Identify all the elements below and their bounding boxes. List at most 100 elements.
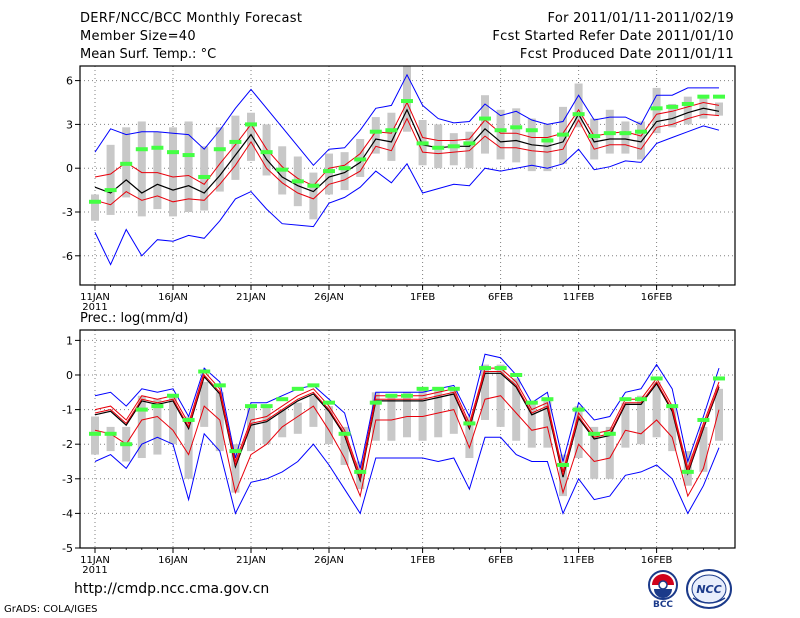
observed-mark [120, 442, 133, 447]
series-max-line [94, 353, 720, 469]
x-tick-label: 11JAN [80, 292, 110, 303]
observed-mark [385, 393, 398, 398]
ensemble-box [574, 406, 583, 459]
ensemble-box [668, 103, 677, 128]
x-tick-label: 11JAN [80, 555, 110, 566]
observed-mark [229, 139, 242, 144]
series-min-line [94, 125, 720, 266]
prec-panel-title: Prec.: log(mm/d) [80, 311, 189, 326]
ensemble-box [325, 406, 333, 445]
y-tick-label: 3 [66, 118, 73, 131]
observed-mark [557, 462, 569, 467]
observed-mark [463, 421, 476, 426]
x-tick-label: 26JAN [314, 292, 344, 303]
ensemble-box [449, 388, 458, 434]
ensemble-box [699, 95, 708, 119]
observed-mark [260, 150, 273, 155]
observed-mark [713, 376, 725, 381]
ensemble-box [169, 395, 177, 445]
x-tick-label: 6FEB [488, 555, 513, 566]
y-tick-label: -3 [62, 473, 73, 486]
observed-mark [681, 469, 694, 474]
ensemble-box [403, 66, 411, 132]
observed-mark [432, 386, 445, 391]
observed-mark [635, 397, 647, 402]
ensemble-box [200, 381, 209, 427]
observed-mark [151, 145, 164, 150]
ensemble-box [371, 392, 380, 441]
x-tick-label: 1FEB [410, 292, 435, 303]
ensemble-box [91, 194, 99, 221]
ensemble-box [387, 112, 396, 161]
series-lower-line [94, 395, 720, 498]
y-tick-label: -3 [62, 206, 73, 219]
x-tick-label: 2011 [82, 565, 107, 576]
ensemble-box [481, 95, 489, 154]
series-min-line [94, 432, 720, 515]
observed-mark [541, 138, 554, 143]
observed-mark [104, 431, 117, 436]
observed-mark [89, 199, 101, 204]
x-tick-label: 11FEB [563, 555, 595, 566]
observed-mark [354, 157, 367, 162]
observed-mark [213, 383, 226, 388]
observed-mark [135, 407, 148, 412]
ensemble-box [668, 406, 677, 452]
ncc-logo-text: NCC [696, 583, 721, 596]
x-tick-label: 16JAN [158, 292, 188, 303]
ensemble-box [512, 108, 521, 163]
ensemble-box [340, 152, 349, 191]
observed-mark [681, 101, 694, 106]
ensemble-box [465, 131, 474, 169]
observed-mark [666, 104, 679, 109]
observed-mark [323, 400, 335, 405]
x-tick-label: 11FEB [563, 292, 595, 303]
ensemble-box [512, 378, 521, 441]
ensemble-box [621, 121, 630, 154]
observed-mark [338, 431, 351, 436]
observed-mark [182, 153, 195, 158]
ensemble-box [543, 399, 552, 448]
observed-mark [104, 188, 117, 193]
observed-mark [245, 404, 257, 409]
ensemble-box [215, 127, 224, 192]
observed-mark [354, 469, 367, 474]
observed-mark [291, 179, 304, 184]
x-tick-label: 2011 [82, 302, 107, 313]
x-tick-label: 6FEB [488, 292, 513, 303]
ensemble-box [169, 127, 177, 217]
observed-mark [167, 393, 179, 398]
x-tick-label: 16FEB [641, 555, 673, 566]
ensemble-box [637, 395, 645, 445]
x-tick-label: 21JAN [236, 555, 266, 566]
y-tick-label: 1 [66, 334, 73, 347]
y-tick-label: -1 [62, 404, 73, 417]
ensemble-box [387, 395, 396, 441]
observed-mark [697, 94, 710, 99]
observed-mark [416, 386, 429, 391]
observed-mark [432, 145, 445, 150]
observed-mark [463, 141, 476, 146]
ensemble-box [527, 402, 536, 448]
ensemble-box [621, 402, 630, 448]
observed-mark [494, 128, 507, 133]
observed-mark [447, 144, 460, 149]
observed-mark [557, 132, 569, 137]
ensemble-box [278, 409, 287, 438]
ensemble-box [465, 416, 474, 459]
x-tick-label: 26JAN [314, 555, 344, 566]
ensemble-box [293, 402, 302, 434]
chart-title: DERF/NCC/BCC Monthly Forecast [80, 11, 303, 26]
series-mean-red-line [94, 371, 720, 481]
observed-mark [603, 431, 616, 436]
source-url[interactable]: http://cmdp.ncc.cma.gov.cn [74, 581, 270, 597]
observed-mark [369, 129, 382, 134]
ensemble-box [106, 144, 115, 215]
ensemble-box [184, 121, 193, 212]
ensemble-box [590, 426, 599, 479]
observed-mark [494, 366, 507, 371]
ensemble-box [418, 388, 427, 441]
x-tick-label: 1FEB [410, 555, 435, 566]
